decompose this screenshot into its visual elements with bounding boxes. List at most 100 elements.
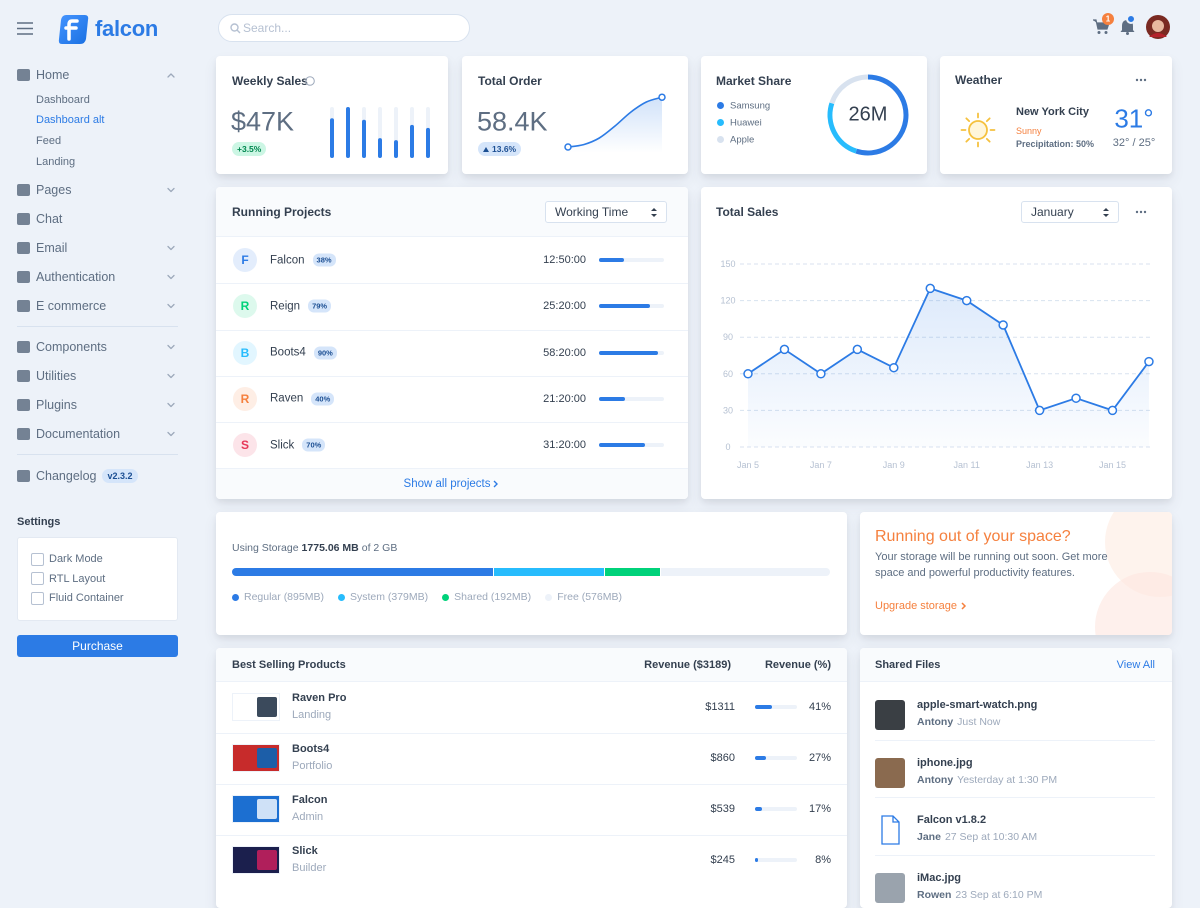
show-all-link[interactable]: Show all projects <box>404 478 501 490</box>
file-name[interactable]: iphone.jpg <box>917 756 973 769</box>
view-all-link[interactable]: View All <box>1116 659 1155 671</box>
project-name[interactable]: Boots4 <box>270 346 306 359</box>
project-name[interactable]: Falcon <box>270 254 305 266</box>
file-thumb <box>875 757 905 788</box>
checkbox[interactable] <box>31 591 44 605</box>
nav-item[interactable]: Pages <box>17 175 178 204</box>
nav-subitem[interactable]: Dashboard alt <box>36 114 105 127</box>
file-time: 23 Sep at 6:10 PM <box>955 888 1043 901</box>
more-menu[interactable] <box>1135 78 1147 82</box>
x-tick-label: Jan 7 <box>810 460 832 470</box>
donut-segment <box>855 74 909 156</box>
product-name[interactable]: Slick <box>292 845 318 857</box>
nav-item[interactable]: Plugins <box>17 391 178 420</box>
storage-card: Using Storage 1775.06 MB of 2 GB Regular (8… <box>216 512 847 635</box>
bar <box>426 127 430 158</box>
file-name[interactable]: apple-smart-watch.png <box>917 699 1038 711</box>
card-title: Weekly Sales <box>232 74 308 88</box>
chevron <box>961 602 967 610</box>
legend-label: System (379MB) <box>349 591 429 603</box>
product-name[interactable]: Falcon <box>292 794 328 806</box>
chevron <box>167 187 175 192</box>
arrow-down <box>651 214 657 217</box>
project-avatar: F <box>233 248 257 272</box>
change-badge: 13.6% <box>478 142 522 156</box>
nav-item[interactable]: Components <box>17 333 178 362</box>
sun-core <box>968 120 988 140</box>
nav-label: Documentation <box>36 427 121 442</box>
purchase-button[interactable]: Purchase <box>17 635 178 657</box>
row-divider <box>216 733 847 734</box>
line-point <box>925 283 935 294</box>
share-track <box>755 756 797 760</box>
file-name[interactable]: Falcon v1.8.2 <box>917 814 987 826</box>
product-name[interactable]: Boots4 <box>292 743 330 755</box>
checkbox[interactable] <box>31 572 44 585</box>
select[interactable]: Working Time <box>545 201 667 223</box>
file-name[interactable]: iMac.jpg <box>917 871 962 884</box>
nav-item[interactable]: Email <box>17 233 178 262</box>
product-share: 27% <box>808 752 831 764</box>
legend-dot <box>337 593 345 601</box>
upgrade-link[interactable]: Upgrade storage <box>875 600 968 612</box>
product-revenue: $245 <box>710 854 735 866</box>
search-box[interactable]: Search... <box>218 14 470 42</box>
storage-total: of 2 GB <box>361 542 398 554</box>
bell-clapper <box>1126 32 1129 35</box>
nav-item[interactable]: Utilities <box>17 362 178 391</box>
product-share: 8% <box>815 854 831 866</box>
nav-subitem[interactable]: Landing <box>36 155 76 168</box>
project-name[interactable]: Reign <box>270 300 301 313</box>
legend-dot <box>442 593 450 601</box>
product-name[interactable]: Raven Pro <box>292 692 347 704</box>
select[interactable]: January <box>1021 201 1119 223</box>
storage-text: Using Storage 1775.06 MB of 2 GB <box>232 542 397 554</box>
project-name[interactable]: Slick <box>270 439 295 452</box>
y-tick-label: 30 <box>723 405 733 415</box>
metric-value: 58.4K <box>477 106 548 137</box>
avatar[interactable] <box>1146 15 1170 39</box>
nav-item[interactable]: Changelog v2.3.2 <box>17 461 178 490</box>
chevron-path <box>493 480 499 488</box>
nav-icon <box>17 399 30 412</box>
chevron <box>167 374 175 379</box>
space-alert-card: Running out of your space? Your storage w… <box>860 512 1172 635</box>
nav-item[interactable]: E commerce <box>17 291 178 320</box>
nav-item[interactable]: Chat <box>17 204 178 233</box>
nav-subitem[interactable]: Feed <box>36 134 62 147</box>
select-arrows <box>1103 208 1109 217</box>
project-initial: B <box>240 345 250 360</box>
total-order-card: Total Order 58.4K 13.6% <box>462 56 688 174</box>
progress-badge: 70% <box>302 438 326 452</box>
decor-blob <box>1095 572 1172 635</box>
file-meta: Antony Just Now <box>917 716 1000 728</box>
nav-item[interactable]: Documentation <box>17 420 178 449</box>
shared-files-card: Shared Files View All apple-smart-watch.pn… <box>860 648 1172 908</box>
project-name[interactable]: Raven <box>270 392 304 405</box>
project-avatar: B <box>233 340 257 365</box>
upgrade-label: Upgrade storage <box>875 600 957 612</box>
info-icon <box>305 76 315 86</box>
bar <box>346 107 350 158</box>
x-tick-label: Jan 11 <box>954 460 980 470</box>
weekly-bar-chart <box>330 107 430 158</box>
checkbox[interactable] <box>31 552 44 566</box>
nav-icon <box>17 299 30 312</box>
nav-label: Pages <box>36 182 72 197</box>
storage-label: Using Storage <box>232 542 299 554</box>
project-time: 58:20:00 <box>543 346 586 359</box>
arrow-up <box>1103 208 1109 211</box>
menu-toggle[interactable] <box>17 22 33 36</box>
file-icon <box>881 815 900 845</box>
running-projects-card: Running Projects Working Time F Falcon 38% 12… <box>216 187 688 499</box>
nav-item[interactable]: Home <box>17 61 178 90</box>
order-line-chart <box>564 93 666 153</box>
nav-subitem[interactable]: Dashboard <box>36 93 90 106</box>
nav-divider <box>17 325 178 327</box>
more-menu[interactable] <box>1135 210 1147 214</box>
legend-dot <box>717 102 724 109</box>
chevron <box>167 73 175 78</box>
nav-item[interactable]: Authentication <box>17 262 178 291</box>
nav-label: Authentication <box>36 269 116 284</box>
avatar-face <box>1152 20 1164 32</box>
